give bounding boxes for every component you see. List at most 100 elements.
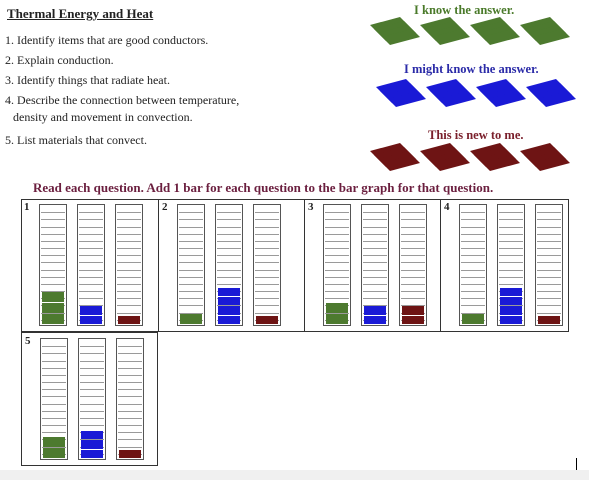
bar-slot-line (363, 240, 387, 242)
bar-slot-line (401, 240, 425, 242)
bar-column-know (459, 204, 487, 326)
bar-slot-line (461, 291, 485, 293)
bar-know[interactable] (462, 313, 484, 324)
bar-new[interactable] (256, 315, 278, 324)
bar-new[interactable] (119, 449, 141, 458)
bar-slot-line (325, 262, 349, 264)
bar-new[interactable] (402, 315, 424, 324)
bar-slot-line (537, 312, 561, 314)
bar-slot-line (363, 283, 387, 285)
bar-know[interactable] (42, 313, 64, 324)
bar-slot-line (117, 248, 141, 250)
bar-slot-line (179, 269, 203, 271)
bar-might[interactable] (218, 315, 240, 324)
bar-slot-line (179, 298, 203, 300)
bar-slot-line (117, 291, 141, 293)
bar-slot-line (255, 240, 279, 242)
bar-slot-line (325, 255, 349, 257)
bar-slot-line (117, 312, 141, 314)
bar-slot-line (79, 305, 103, 307)
bar-slot-line (80, 410, 104, 412)
bar-know[interactable] (42, 302, 64, 313)
bar-slot-line (401, 305, 425, 307)
bar-slot-line (255, 255, 279, 257)
bar-slot-line (80, 353, 104, 355)
bar-might[interactable] (80, 315, 102, 324)
bar-might[interactable] (81, 440, 103, 449)
bar-slot-line (117, 255, 141, 257)
bar-slot-line (461, 305, 485, 307)
bar-slot-line (179, 219, 203, 221)
question-cell: 5 (21, 332, 158, 466)
bar-slot-line (217, 240, 241, 242)
bar-slot-line (118, 396, 142, 398)
bar-slot-line (179, 233, 203, 235)
bar-might[interactable] (364, 315, 386, 324)
bar-slot-line (499, 276, 523, 278)
bar-column-might (215, 204, 243, 326)
bar-slot-line (117, 219, 141, 221)
bar-know[interactable] (42, 291, 64, 302)
page-title: Thermal Energy and Heat (7, 6, 154, 21)
bar-might[interactable] (81, 431, 103, 440)
bar-might[interactable] (500, 297, 522, 306)
bar-slot-line (179, 262, 203, 264)
bar-slot-line (461, 262, 485, 264)
bar-slot-line (325, 248, 349, 250)
bar-might[interactable] (218, 306, 240, 315)
bar-slot-line (117, 283, 141, 285)
bar-new[interactable] (538, 315, 560, 324)
bar-might[interactable] (81, 449, 103, 458)
bar-column-might (78, 338, 106, 460)
bar-slot-line (461, 226, 485, 228)
bar-slot-line (401, 226, 425, 228)
bar-might[interactable] (500, 315, 522, 324)
bar-slot-line (80, 367, 104, 369)
key-bar-shape (538, 91, 576, 107)
key-bar-shape (532, 29, 570, 45)
bar-slot-line (79, 269, 103, 271)
bar-slot-line (255, 269, 279, 271)
bar-slot-line (499, 269, 523, 271)
bar-slot-line (41, 283, 65, 285)
bar-slot-line (461, 219, 485, 221)
bar-know[interactable] (43, 436, 65, 447)
bar-slot-line (325, 219, 349, 221)
bar-new[interactable] (118, 315, 140, 324)
bar-slot-line (325, 291, 349, 293)
bar-slot-line (401, 219, 425, 221)
bar-slot-line (80, 425, 104, 427)
bar-know[interactable] (43, 447, 65, 458)
bar-slot-line (461, 240, 485, 242)
bar-slot-line (41, 312, 65, 314)
bar-slot-line (217, 305, 241, 307)
objective-item: 3. Identify things that radiate heat. (5, 73, 170, 87)
bar-slot-line (363, 233, 387, 235)
bar-might[interactable] (218, 297, 240, 306)
bar-slot-line (537, 219, 561, 221)
bar-slot-line (499, 305, 523, 307)
bar-know[interactable] (326, 313, 348, 324)
bar-slot-line (79, 248, 103, 250)
question-cell: 4 (440, 199, 569, 332)
bar-slot-line (179, 240, 203, 242)
question-cell: 2 (158, 199, 304, 332)
bar-slot-line (461, 312, 485, 314)
bar-column-might (361, 204, 389, 326)
bar-slot-line (118, 353, 142, 355)
bar-slot-line (363, 219, 387, 221)
bar-slot-line (401, 276, 425, 278)
bar-might[interactable] (364, 306, 386, 315)
bar-might[interactable] (218, 287, 240, 297)
bar-new[interactable] (402, 306, 424, 315)
bar-might[interactable] (500, 287, 522, 297)
bar-slot-line (325, 212, 349, 214)
objective-item: 2. Explain conduction. (5, 53, 114, 67)
bar-slot-line (42, 432, 66, 434)
bar-might[interactable] (80, 306, 102, 315)
bar-slot-line (118, 360, 142, 362)
bar-know[interactable] (180, 313, 202, 324)
bar-know[interactable] (326, 302, 348, 313)
bar-slot-line (118, 382, 142, 384)
bar-might[interactable] (500, 306, 522, 315)
